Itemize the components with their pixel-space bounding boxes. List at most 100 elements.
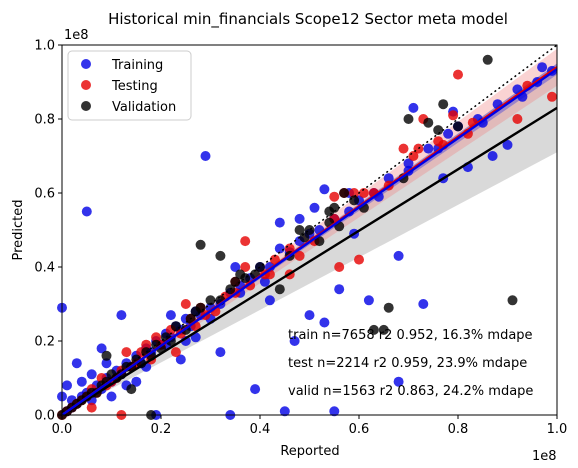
- regression-line-training: [61, 68, 558, 416]
- point-training: [393, 250, 404, 261]
- point-validation: [482, 54, 493, 65]
- point-training: [175, 354, 186, 365]
- point-training: [230, 262, 241, 272]
- point-training: [423, 143, 434, 154]
- point-validation: [170, 321, 181, 332]
- point-training: [274, 243, 285, 254]
- point-validation: [215, 250, 226, 261]
- x-tick-label: 0.8: [448, 422, 469, 437]
- point-testing: [448, 110, 459, 121]
- point-validation: [205, 295, 216, 306]
- point-training: [304, 310, 315, 321]
- point-training: [294, 213, 305, 224]
- annotation-valid: valid n=1563 r2 0.863, 24.2% mdape: [288, 384, 533, 399]
- legend-label-training: Training: [111, 58, 163, 73]
- point-testing: [547, 91, 557, 102]
- point-validation: [190, 306, 201, 317]
- point-validation: [507, 295, 518, 306]
- point-testing: [334, 262, 345, 272]
- point-validation: [274, 284, 285, 295]
- legend-marker-training: [81, 59, 91, 69]
- point-testing: [354, 254, 364, 265]
- point-training: [403, 158, 414, 169]
- point-training: [131, 376, 142, 387]
- point-testing: [358, 188, 369, 198]
- point-testing: [512, 114, 523, 124]
- point-validation: [438, 99, 449, 110]
- point-validation: [324, 206, 335, 217]
- point-training: [329, 406, 340, 417]
- y-axis-ticks: 0.0 0.2 0.4 0.6 0.8 1.0: [34, 39, 62, 424]
- point-validation: [106, 369, 117, 380]
- x-axis-label: Reported: [280, 444, 339, 459]
- point-validation: [339, 188, 350, 198]
- x-tick-label: 0.0: [52, 422, 73, 437]
- legend-label-testing: Testing: [111, 79, 158, 94]
- point-testing: [329, 191, 340, 202]
- point-testing: [141, 339, 152, 350]
- point-testing: [294, 250, 305, 261]
- y-tick-label: 0.6: [34, 187, 55, 202]
- point-validation: [383, 302, 394, 313]
- point-training: [393, 376, 404, 387]
- legend-marker-testing: [81, 80, 91, 90]
- point-training: [101, 358, 112, 369]
- regression-line-validation: [61, 106, 558, 417]
- annotation-train: train n=7658 r2 0.952, 16.3% mdape: [288, 328, 533, 343]
- legend: Training Testing Validation: [67, 50, 192, 121]
- point-validation: [294, 225, 305, 235]
- point-validation: [314, 236, 325, 247]
- x-axis-ticks: 0.0 0.2 0.4 0.6 0.8 1.0: [52, 415, 568, 437]
- x-tick-label: 0.4: [250, 422, 271, 437]
- point-validation: [195, 239, 206, 250]
- point-training: [200, 151, 211, 161]
- point-training: [487, 151, 498, 161]
- regression-lines: [61, 44, 558, 417]
- point-training: [408, 102, 419, 113]
- point-training: [259, 276, 270, 287]
- point-training: [71, 358, 82, 369]
- legend-box: [67, 50, 192, 121]
- point-validation: [403, 114, 414, 124]
- point-validation: [230, 276, 241, 287]
- point-training: [309, 202, 320, 213]
- y-axis-label: Predicted: [11, 199, 26, 260]
- plot-frame: [61, 44, 558, 416]
- point-testing: [269, 254, 280, 265]
- annotation-test: test n=2214 r2 0.959, 23.9% mdape: [288, 356, 527, 371]
- point-training: [62, 380, 72, 391]
- point-training: [250, 384, 261, 395]
- annotations: train n=7658 r2 0.952, 16.3% mdape test …: [288, 328, 533, 399]
- point-training: [116, 310, 127, 321]
- point-validation: [433, 125, 444, 136]
- legend-label-validation: Validation: [112, 100, 176, 115]
- x-offset-label: 1e8: [532, 449, 557, 464]
- point-training: [76, 376, 87, 387]
- point-testing: [180, 299, 191, 309]
- point-testing: [398, 143, 409, 154]
- point-validation: [368, 324, 379, 335]
- point-validation: [453, 121, 463, 132]
- point-training: [165, 310, 176, 321]
- point-testing: [170, 347, 181, 358]
- point-training: [502, 139, 513, 150]
- point-testing: [151, 332, 162, 343]
- point-training: [106, 391, 117, 402]
- point-training: [319, 317, 330, 328]
- chart-title: Historical min_financials Scope12 Sector…: [108, 10, 508, 29]
- point-training: [443, 128, 454, 139]
- point-training: [279, 406, 290, 417]
- point-validation: [235, 269, 246, 280]
- point-training: [334, 284, 345, 295]
- y-tick-label: 0.0: [34, 409, 55, 424]
- point-validation: [349, 195, 360, 206]
- point-training: [363, 295, 374, 306]
- x-tick-label: 1.0: [547, 422, 568, 437]
- point-training: [418, 299, 429, 309]
- x-tick-label: 0.2: [151, 422, 172, 437]
- identity-line: [61, 44, 558, 416]
- point-training: [383, 173, 394, 184]
- point-training: [215, 347, 226, 358]
- point-testing: [240, 236, 251, 247]
